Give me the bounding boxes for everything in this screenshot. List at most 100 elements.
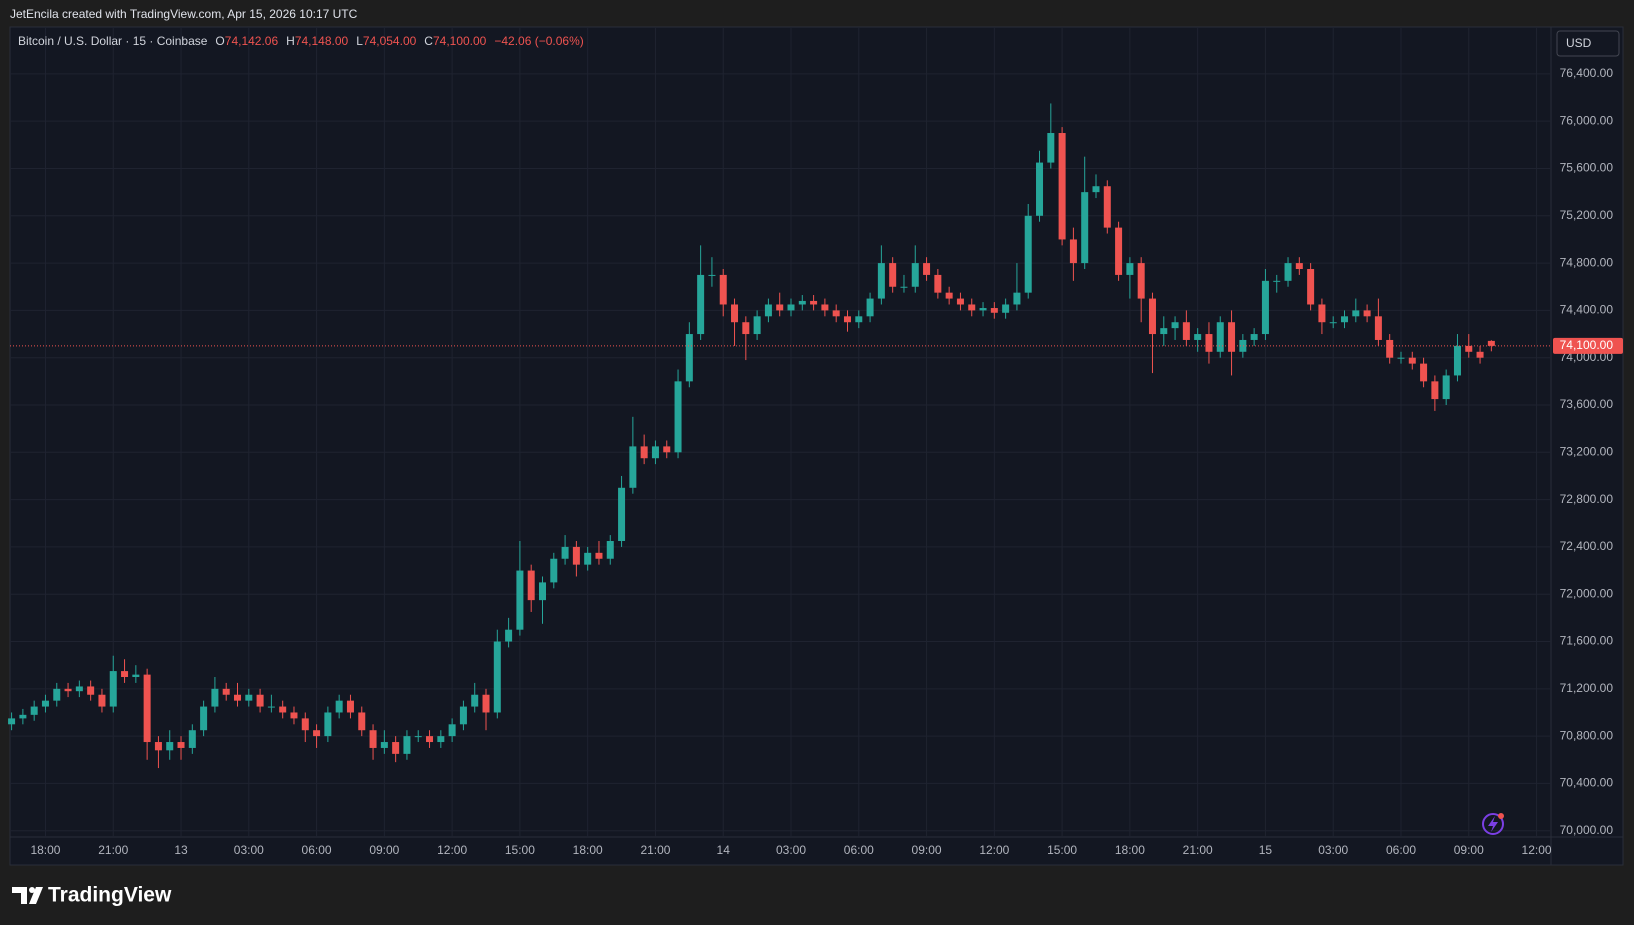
currency-label[interactable]: USD xyxy=(1566,36,1592,50)
candle-body xyxy=(109,671,117,707)
candle-body xyxy=(877,263,885,299)
candle-body xyxy=(1318,304,1326,323)
close-label: C xyxy=(424,34,433,48)
chart-frame xyxy=(9,26,1624,866)
candle-body xyxy=(1476,351,1484,358)
y-tick-label: 75,600.00 xyxy=(1560,161,1614,175)
candle-body xyxy=(1205,334,1213,352)
candle-body xyxy=(527,570,535,601)
candle-body xyxy=(516,570,524,630)
candle-body xyxy=(663,446,671,453)
candle-body xyxy=(1182,322,1190,340)
x-tick-label: 09:00 xyxy=(912,843,942,857)
candle-body xyxy=(245,694,253,701)
candle-body xyxy=(132,674,140,677)
candle-body xyxy=(346,700,354,713)
candle-body xyxy=(606,541,614,559)
last-price-tag xyxy=(1553,337,1623,354)
y-tick-label: 70,400.00 xyxy=(1560,776,1614,790)
candle-body xyxy=(267,706,275,708)
candle-body xyxy=(719,274,727,305)
candle-body xyxy=(211,688,219,707)
candle-body xyxy=(1273,280,1281,282)
candle-body xyxy=(8,718,16,725)
x-tick-label: 06:00 xyxy=(844,843,874,857)
x-tick-label: 03:00 xyxy=(776,843,806,857)
candles xyxy=(8,103,1495,769)
candle-body xyxy=(821,304,829,311)
y-tick-label: 76,000.00 xyxy=(1560,113,1614,127)
candle-body xyxy=(1295,263,1303,270)
candle-body xyxy=(572,546,580,565)
candle-body xyxy=(188,730,196,748)
candle-body xyxy=(154,742,162,751)
x-tick-label: 03:00 xyxy=(234,843,264,857)
candle-body xyxy=(764,304,772,317)
candle-body xyxy=(358,712,366,731)
x-tick-label: 09:00 xyxy=(1454,843,1484,857)
candle-body xyxy=(1013,292,1021,305)
candle-body xyxy=(87,686,95,695)
candle-body xyxy=(979,308,987,311)
candle-body xyxy=(1160,328,1168,335)
candle-body xyxy=(618,487,626,542)
candle-body xyxy=(561,546,569,559)
candle-body xyxy=(324,712,332,737)
candle-body xyxy=(1487,340,1495,346)
change-value: −42.06 (−0.06%) xyxy=(494,34,583,48)
y-tick-label: 71,200.00 xyxy=(1560,681,1614,695)
candle-body xyxy=(1002,304,1010,313)
candle-body xyxy=(1465,345,1473,352)
open-label: O xyxy=(215,34,224,48)
open-value: 74,142.06 xyxy=(225,34,279,48)
candle-body xyxy=(640,446,648,459)
candle-body xyxy=(911,263,919,287)
x-tick-label: 18:00 xyxy=(573,843,603,857)
candle-body xyxy=(403,736,411,754)
candle-body xyxy=(1307,269,1315,305)
y-tick-label: 75,200.00 xyxy=(1560,208,1614,222)
symbol-title: Bitcoin / U.S. Dollar · 15 · Coinbase xyxy=(18,34,208,48)
x-tick-label: 13 xyxy=(174,843,188,857)
y-tick-label: 74,400.00 xyxy=(1560,303,1614,317)
currency-button[interactable] xyxy=(1556,30,1620,57)
candle-body xyxy=(595,552,603,559)
candle-body xyxy=(1058,133,1066,240)
candle-body xyxy=(945,292,953,299)
y-tick-label: 73,200.00 xyxy=(1560,444,1614,458)
candle-body xyxy=(471,694,479,707)
candle-body xyxy=(1397,357,1405,359)
x-tick-label: 06:00 xyxy=(302,843,332,857)
candle-body xyxy=(335,700,343,713)
x-tick-label: 14 xyxy=(717,843,731,857)
candle-body xyxy=(41,700,49,707)
candle-body xyxy=(685,334,693,382)
candle-body xyxy=(787,304,795,311)
x-tick-label: 03:00 xyxy=(1318,843,1348,857)
candle-body xyxy=(380,742,388,748)
high-value: 74,148.00 xyxy=(295,34,349,48)
candle-body xyxy=(369,730,377,748)
candle-body xyxy=(1126,263,1134,275)
candle-body xyxy=(493,641,501,713)
candle-body xyxy=(1386,339,1394,358)
candle-body xyxy=(1216,322,1224,352)
candle-body xyxy=(1453,345,1461,376)
candle-body xyxy=(798,300,806,305)
candle-body xyxy=(1341,316,1349,323)
candle-body xyxy=(934,274,942,293)
candle-body xyxy=(1250,334,1258,340)
y-tick-label: 76,400.00 xyxy=(1560,66,1614,80)
candle-body xyxy=(166,742,174,751)
y-tick-label: 72,000.00 xyxy=(1560,586,1614,600)
brand-logo xyxy=(12,887,43,904)
candle-body xyxy=(482,694,490,713)
candle-body xyxy=(1420,363,1428,382)
candle-body xyxy=(1194,334,1202,340)
y-tick-label: 70,000.00 xyxy=(1560,823,1614,837)
candle-body xyxy=(651,446,659,459)
candle-body xyxy=(1352,310,1360,317)
candle-body xyxy=(301,718,309,731)
y-tick-label: 72,800.00 xyxy=(1560,492,1614,506)
